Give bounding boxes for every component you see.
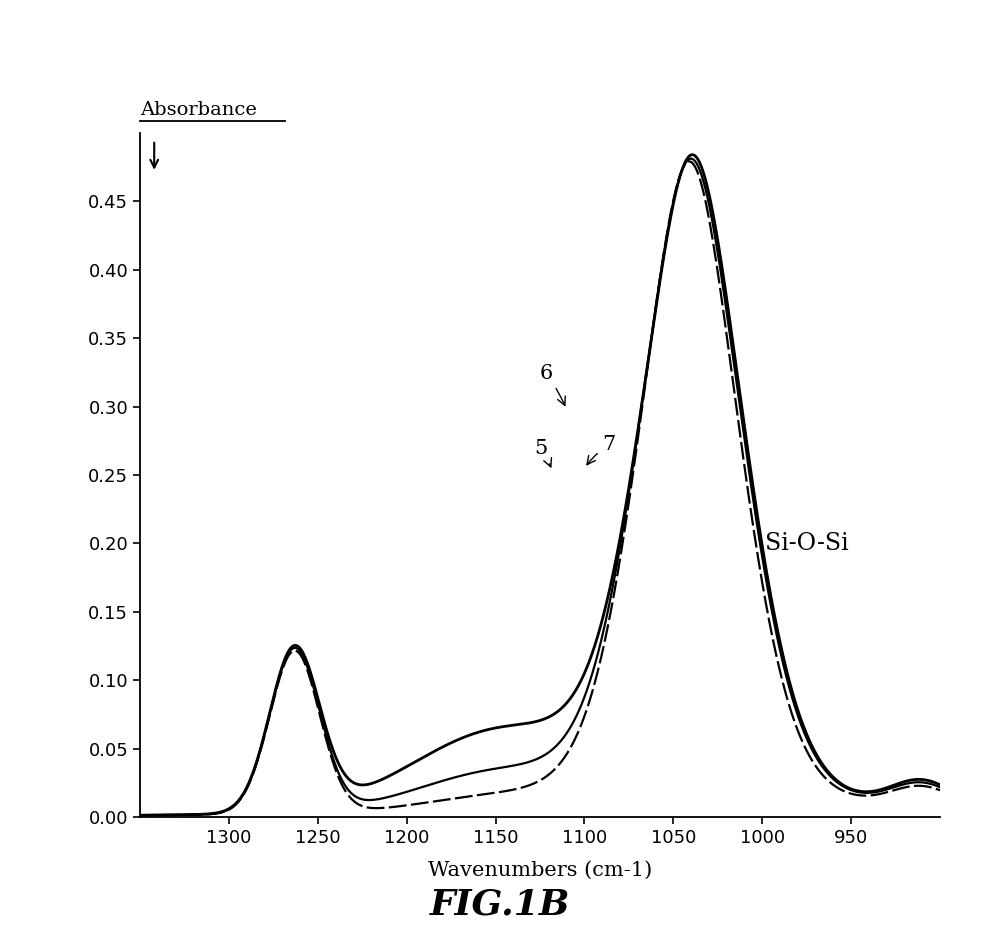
Text: Si-O-Si: Si-O-Si xyxy=(765,532,848,555)
Text: 7: 7 xyxy=(587,435,615,465)
Text: FIG.1B: FIG.1B xyxy=(430,887,570,922)
Text: 5: 5 xyxy=(535,440,551,466)
Text: 6: 6 xyxy=(540,364,565,406)
Text: Absorbance: Absorbance xyxy=(140,101,257,119)
X-axis label: Wavenumbers (cm-1): Wavenumbers (cm-1) xyxy=(428,861,652,880)
